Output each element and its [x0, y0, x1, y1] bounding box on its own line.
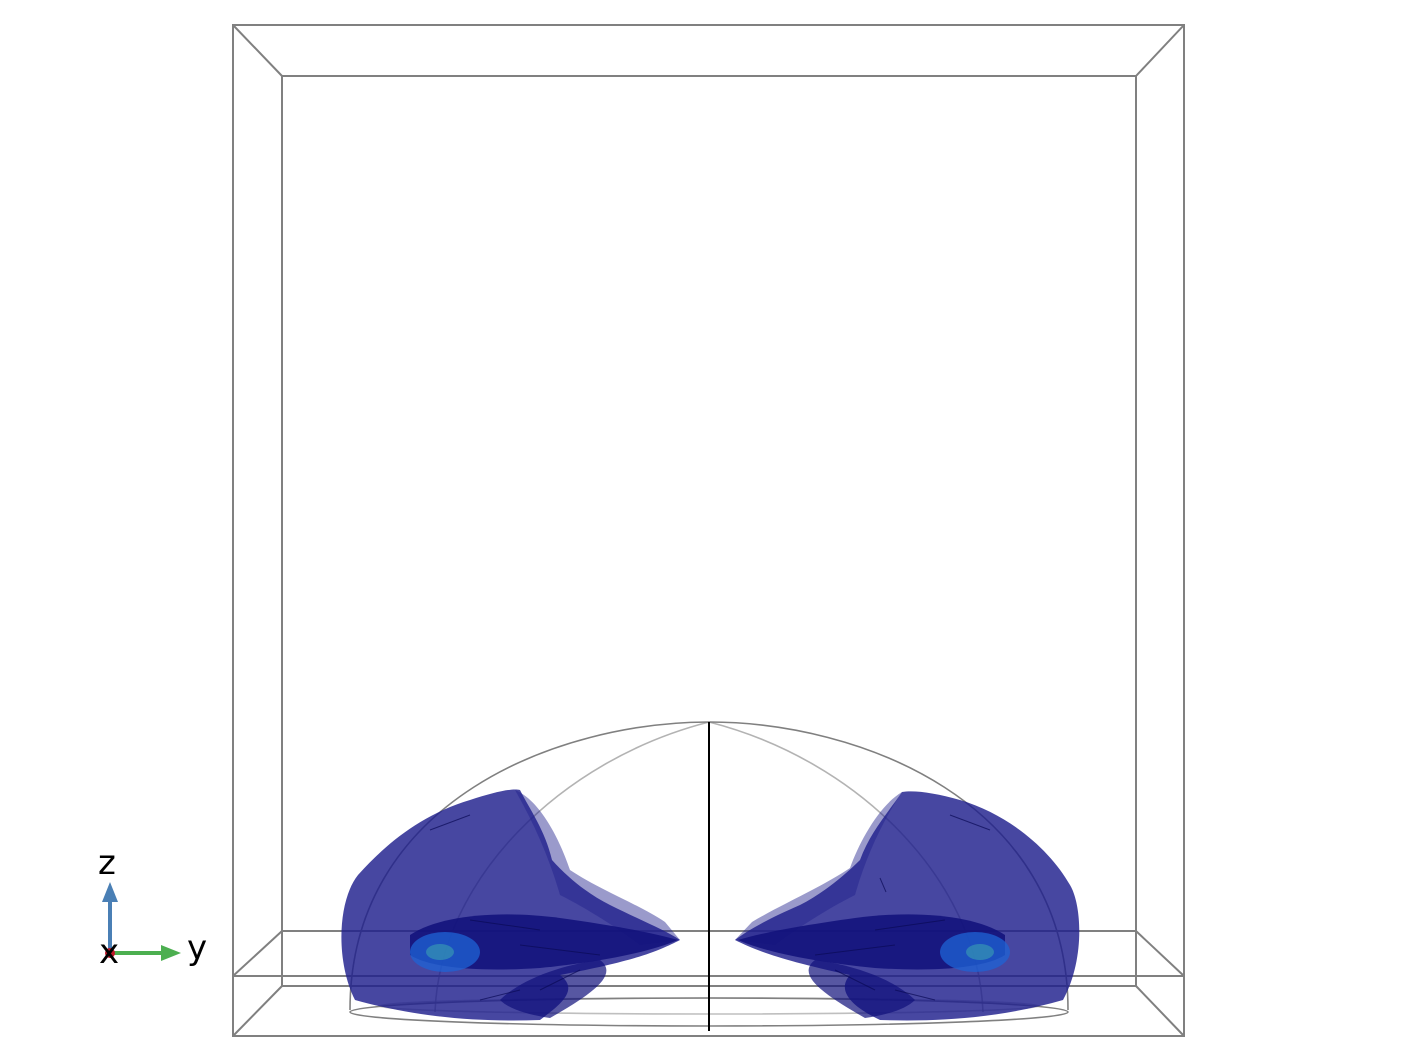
isosurface-left-lobe	[341, 789, 680, 1021]
right-lobe-crease-lines	[814, 814, 991, 1001]
z-axis-arrowhead	[102, 882, 118, 902]
right-lobe-translucent-rim	[735, 792, 902, 945]
box-edge-bottom-left	[232, 985, 283, 1037]
right-lobe-core-accent	[966, 944, 994, 960]
floor-right-edge	[1135, 930, 1185, 977]
x-axis-label: x	[99, 932, 119, 972]
right-lobe-lower-streaks	[808, 960, 915, 1018]
box-edge-top-left	[232, 24, 283, 77]
left-lobe-crease-lines	[429, 814, 601, 1001]
z-axis-label: z	[98, 843, 116, 883]
box-edge-bottom-right	[1135, 985, 1185, 1037]
box-outer-frame	[232, 24, 1185, 1037]
y-axis-arrowhead	[161, 945, 181, 961]
box-edge-top-right	[1135, 24, 1185, 77]
left-lobe-lower-streaks	[500, 960, 607, 1018]
y-axis-label: y	[187, 928, 207, 968]
x-axis-marker	[105, 948, 115, 958]
left-lobe-core-accent	[426, 944, 454, 960]
floor-left-edge	[232, 930, 283, 977]
isosurface-right-lobe	[735, 791, 1080, 1021]
right-lobe-inner-band	[738, 914, 1005, 970]
orientation-axes-widget[interactable]: z y x	[98, 843, 207, 972]
left-lobe-translucent-rim	[515, 790, 680, 945]
